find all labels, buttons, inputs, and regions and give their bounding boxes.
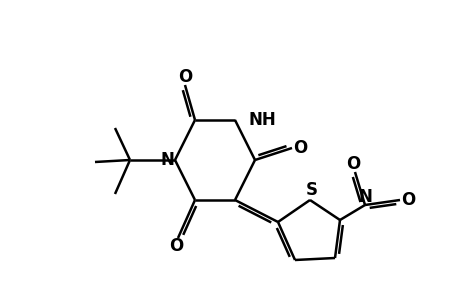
Text: S: S	[305, 181, 317, 199]
Text: O: O	[400, 191, 414, 209]
Text: O: O	[292, 139, 307, 157]
Text: N: N	[160, 151, 174, 169]
Text: O: O	[168, 237, 183, 255]
Text: N: N	[357, 188, 371, 206]
Text: O: O	[178, 68, 192, 86]
Text: NH: NH	[248, 111, 276, 129]
Text: O: O	[345, 155, 359, 173]
